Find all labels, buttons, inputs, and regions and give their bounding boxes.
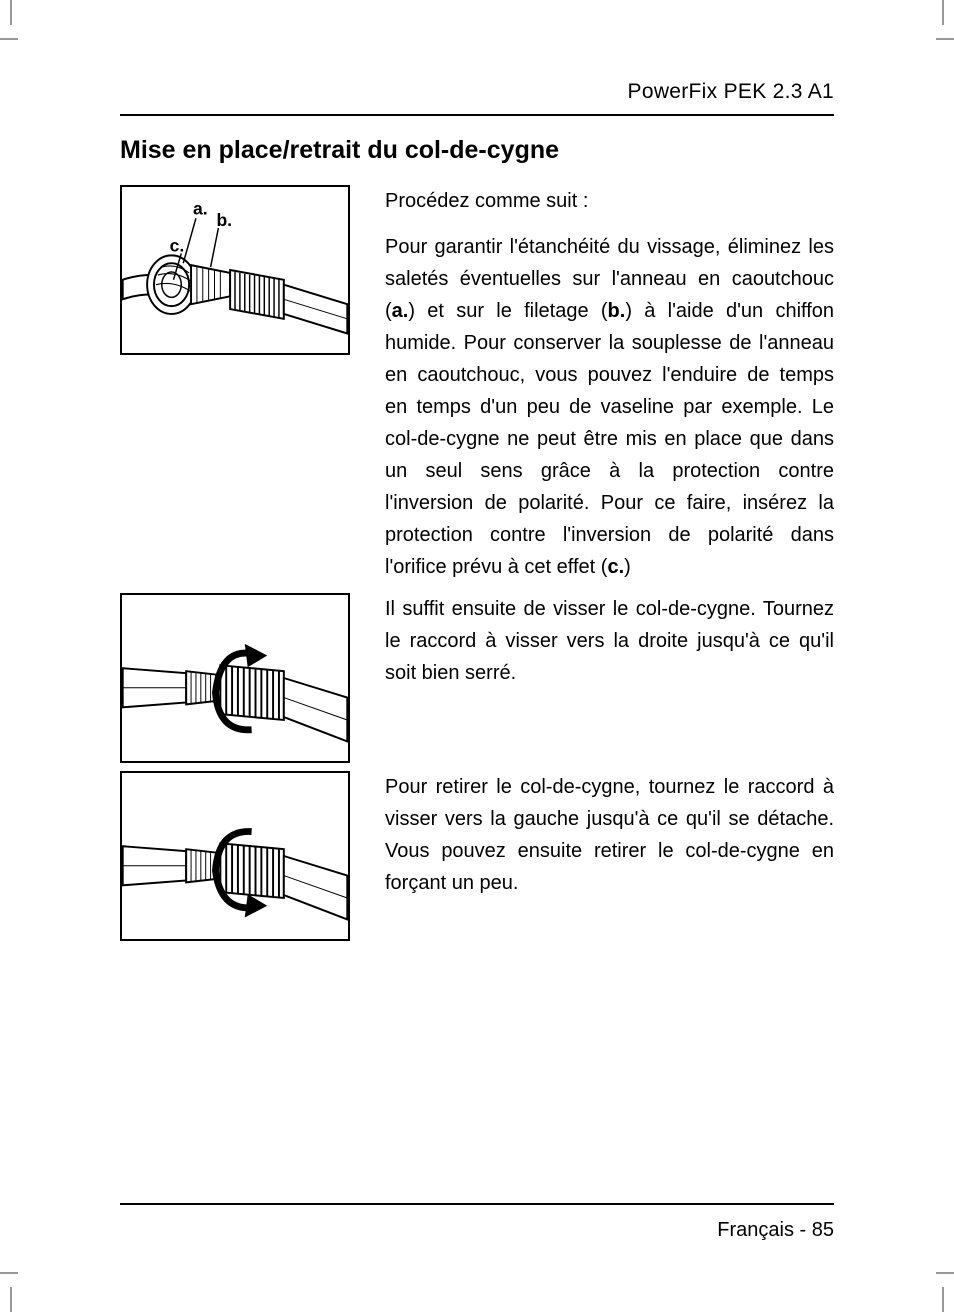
crop-mark xyxy=(936,1272,954,1274)
fig1-label-c: c. xyxy=(170,235,185,255)
p1-intro: Procédez comme suit : xyxy=(385,185,834,217)
figure-2 xyxy=(120,593,350,763)
block-3: Pour retirer le col-de-cygne, tournez le… xyxy=(120,771,834,941)
crop-mark xyxy=(936,38,954,40)
crop-mark xyxy=(10,0,12,25)
block-1: a. b. c. Procédez comme suit : Pour gara… xyxy=(120,185,834,585)
header-rule xyxy=(120,114,834,116)
p1-text-4: ) xyxy=(624,556,631,578)
crop-mark xyxy=(0,38,18,40)
p1-text-3: ) à l'aide d'un chiffon humide. Pour con… xyxy=(385,300,834,578)
p3-body: Pour retirer le col-de-cygne, tournez le… xyxy=(385,771,834,899)
p1-ref-c: c. xyxy=(607,556,624,578)
block-2: Il suffit ensuite de visser le col-de-cy… xyxy=(120,593,834,763)
crop-mark xyxy=(942,1287,944,1312)
section-title: Mise en place/retrait du col-de-cygne xyxy=(120,136,834,165)
crop-mark xyxy=(942,0,944,25)
p1-ref-a: a. xyxy=(392,300,409,322)
footer-page: 85 xyxy=(812,1219,834,1241)
fig1-label-b: b. xyxy=(216,210,232,230)
header-product: PowerFix PEK 2.3 A1 xyxy=(120,80,834,104)
footer-sep: - xyxy=(794,1219,812,1241)
footer: Français - 85 xyxy=(120,1203,834,1242)
p1-text-2: ) et sur le filetage ( xyxy=(408,300,607,322)
fig1-label-a: a. xyxy=(193,198,208,218)
p1-body: Pour garantir l'étanchéité du vissage, é… xyxy=(385,231,834,583)
p2-body: Il suffit ensuite de visser le col-de-cy… xyxy=(385,593,834,689)
figure-3 xyxy=(120,771,350,941)
crop-mark xyxy=(10,1287,12,1312)
p1-ref-b: b. xyxy=(608,300,626,322)
footer-lang: Français xyxy=(717,1219,794,1241)
figure-1: a. b. c. xyxy=(120,185,350,355)
crop-mark xyxy=(0,1272,18,1274)
